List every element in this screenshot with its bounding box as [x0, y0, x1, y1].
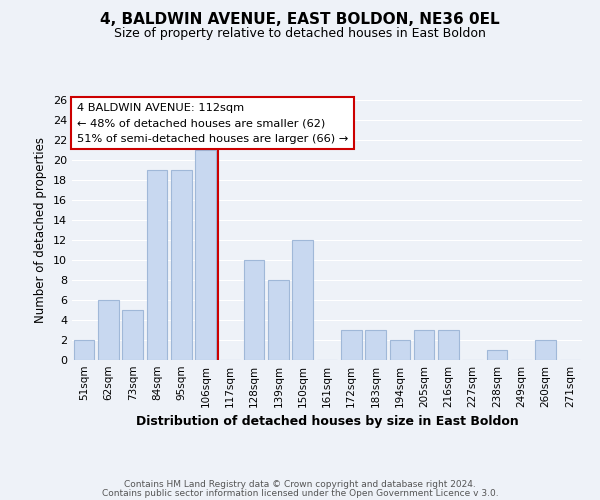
- Text: 4 BALDWIN AVENUE: 112sqm
← 48% of detached houses are smaller (62)
51% of semi-d: 4 BALDWIN AVENUE: 112sqm ← 48% of detach…: [77, 102, 349, 144]
- Bar: [146, 170, 167, 360]
- Bar: [195, 150, 216, 360]
- Bar: [98, 300, 119, 360]
- Text: Contains public sector information licensed under the Open Government Licence v : Contains public sector information licen…: [101, 488, 499, 498]
- Bar: [292, 240, 313, 360]
- Bar: [487, 350, 508, 360]
- Bar: [122, 310, 143, 360]
- Bar: [268, 280, 289, 360]
- Bar: [438, 330, 459, 360]
- X-axis label: Distribution of detached houses by size in East Boldon: Distribution of detached houses by size …: [136, 416, 518, 428]
- Bar: [389, 340, 410, 360]
- Bar: [341, 330, 362, 360]
- Text: Size of property relative to detached houses in East Boldon: Size of property relative to detached ho…: [114, 28, 486, 40]
- Bar: [365, 330, 386, 360]
- Bar: [414, 330, 434, 360]
- Text: 4, BALDWIN AVENUE, EAST BOLDON, NE36 0EL: 4, BALDWIN AVENUE, EAST BOLDON, NE36 0EL: [100, 12, 500, 28]
- Text: Contains HM Land Registry data © Crown copyright and database right 2024.: Contains HM Land Registry data © Crown c…: [124, 480, 476, 489]
- Bar: [535, 340, 556, 360]
- Y-axis label: Number of detached properties: Number of detached properties: [34, 137, 47, 323]
- Bar: [244, 260, 265, 360]
- Bar: [74, 340, 94, 360]
- Bar: [171, 170, 191, 360]
